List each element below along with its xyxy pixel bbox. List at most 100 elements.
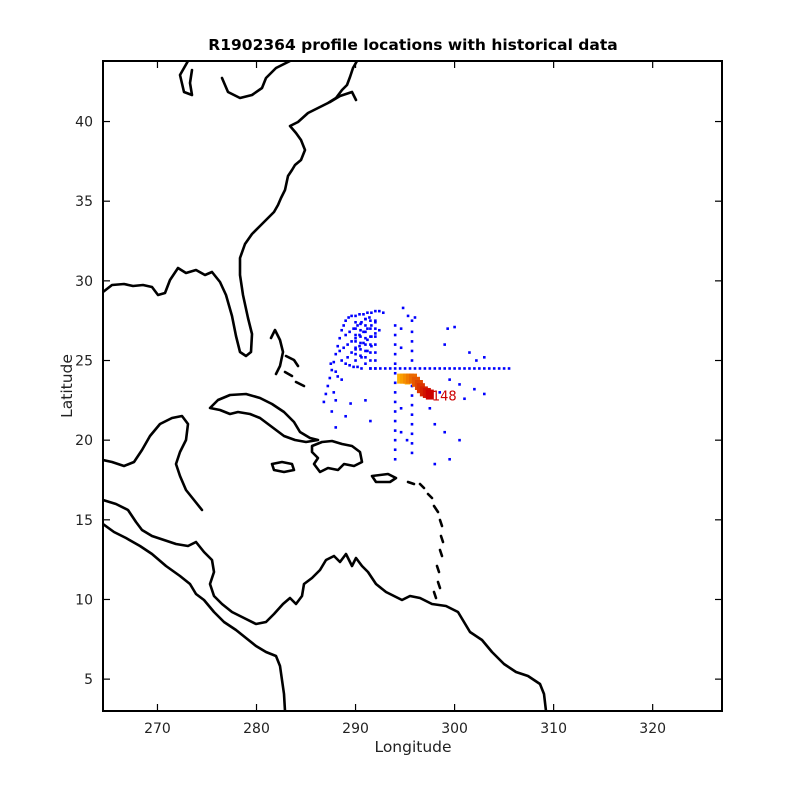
historical-point [369,327,372,330]
historical-point [383,367,387,370]
historical-point [413,316,417,319]
historical-point [344,362,347,365]
historical-point [423,367,427,370]
historical-point [378,328,381,332]
historical-point [393,410,397,413]
historical-point [410,359,414,362]
historical-point [393,400,397,404]
historical-point [448,378,451,381]
historical-point [507,367,511,370]
y-tick-label: 40 [75,115,93,131]
historical-point [492,367,496,370]
historical-point [356,324,359,327]
historical-point [350,351,353,354]
historical-point [330,410,334,413]
historical-point [348,363,351,367]
historical-point [354,327,357,330]
historical-point [393,343,397,346]
historical-point [410,319,414,322]
profile-label: 148 [432,390,457,405]
historical-point [349,402,352,405]
chart-title: R1902364 profile locations with historic… [208,36,617,54]
historical-point [344,333,347,337]
historical-point [399,430,403,434]
historical-point [358,344,361,348]
historical-point [374,335,377,338]
historical-point [433,367,437,370]
historical-point [359,322,362,326]
historical-point [364,356,367,359]
historical-point [468,351,471,354]
historical-point [344,319,347,322]
historical-point [399,327,403,330]
historical-point [393,324,397,327]
historical-point [483,392,486,396]
historical-point [369,335,372,338]
historical-point [381,311,385,315]
historical-data-points [322,306,511,466]
historical-point [342,346,345,350]
historical-point [483,367,486,370]
historical-point [410,432,414,436]
historical-point [364,343,367,346]
historical-point [324,392,328,396]
historical-point [393,371,397,375]
historical-point [410,403,414,407]
historical-point [443,367,446,370]
historical-point [433,422,437,426]
coastline-cuba [208,392,320,444]
historical-point [473,367,476,370]
historical-point [364,330,367,334]
coastline-puerto-rico [370,472,398,484]
y-tick-label: 25 [75,354,93,370]
historical-point [334,370,338,373]
historical-point [354,333,357,337]
historical-point [478,367,481,370]
historical-point [438,391,442,394]
y-tick-label: 10 [75,592,93,608]
historical-point [370,344,373,348]
historical-point [463,397,466,401]
historical-point [374,319,377,322]
historical-point [443,430,446,434]
historical-point [332,360,336,364]
historical-point [350,314,353,318]
historical-point [410,413,414,416]
historical-point [443,343,446,346]
historical-point [487,367,491,370]
historical-point [410,394,414,397]
historical-point [378,309,381,313]
y-axis-label: Latitude [58,354,76,418]
historical-point [401,306,405,310]
x-tick-label: 270 [144,721,171,737]
historical-point [379,367,382,370]
coastline-yucatan [103,414,204,512]
historical-point [418,367,422,370]
historical-point [322,400,326,404]
historical-point [362,313,365,316]
historical-point [347,316,350,319]
profile-locations: 1148 [397,373,457,405]
historical-point [393,429,397,432]
historical-point [332,391,336,394]
historical-point [354,320,357,324]
historical-point [453,367,456,370]
historical-point [410,422,414,426]
historical-point [393,419,397,423]
historical-point [369,343,372,346]
historical-point [374,332,377,335]
historical-point [368,316,371,319]
historical-point [344,414,347,418]
historical-point [340,328,343,332]
historical-point [364,399,367,402]
historical-point [393,333,397,337]
historical-point [374,351,377,354]
historical-point [354,348,357,351]
historical-point [360,367,363,370]
historical-point [338,349,342,353]
historical-point [374,327,377,330]
historical-point [502,367,506,370]
historical-point [438,367,442,370]
historical-point [346,356,349,359]
